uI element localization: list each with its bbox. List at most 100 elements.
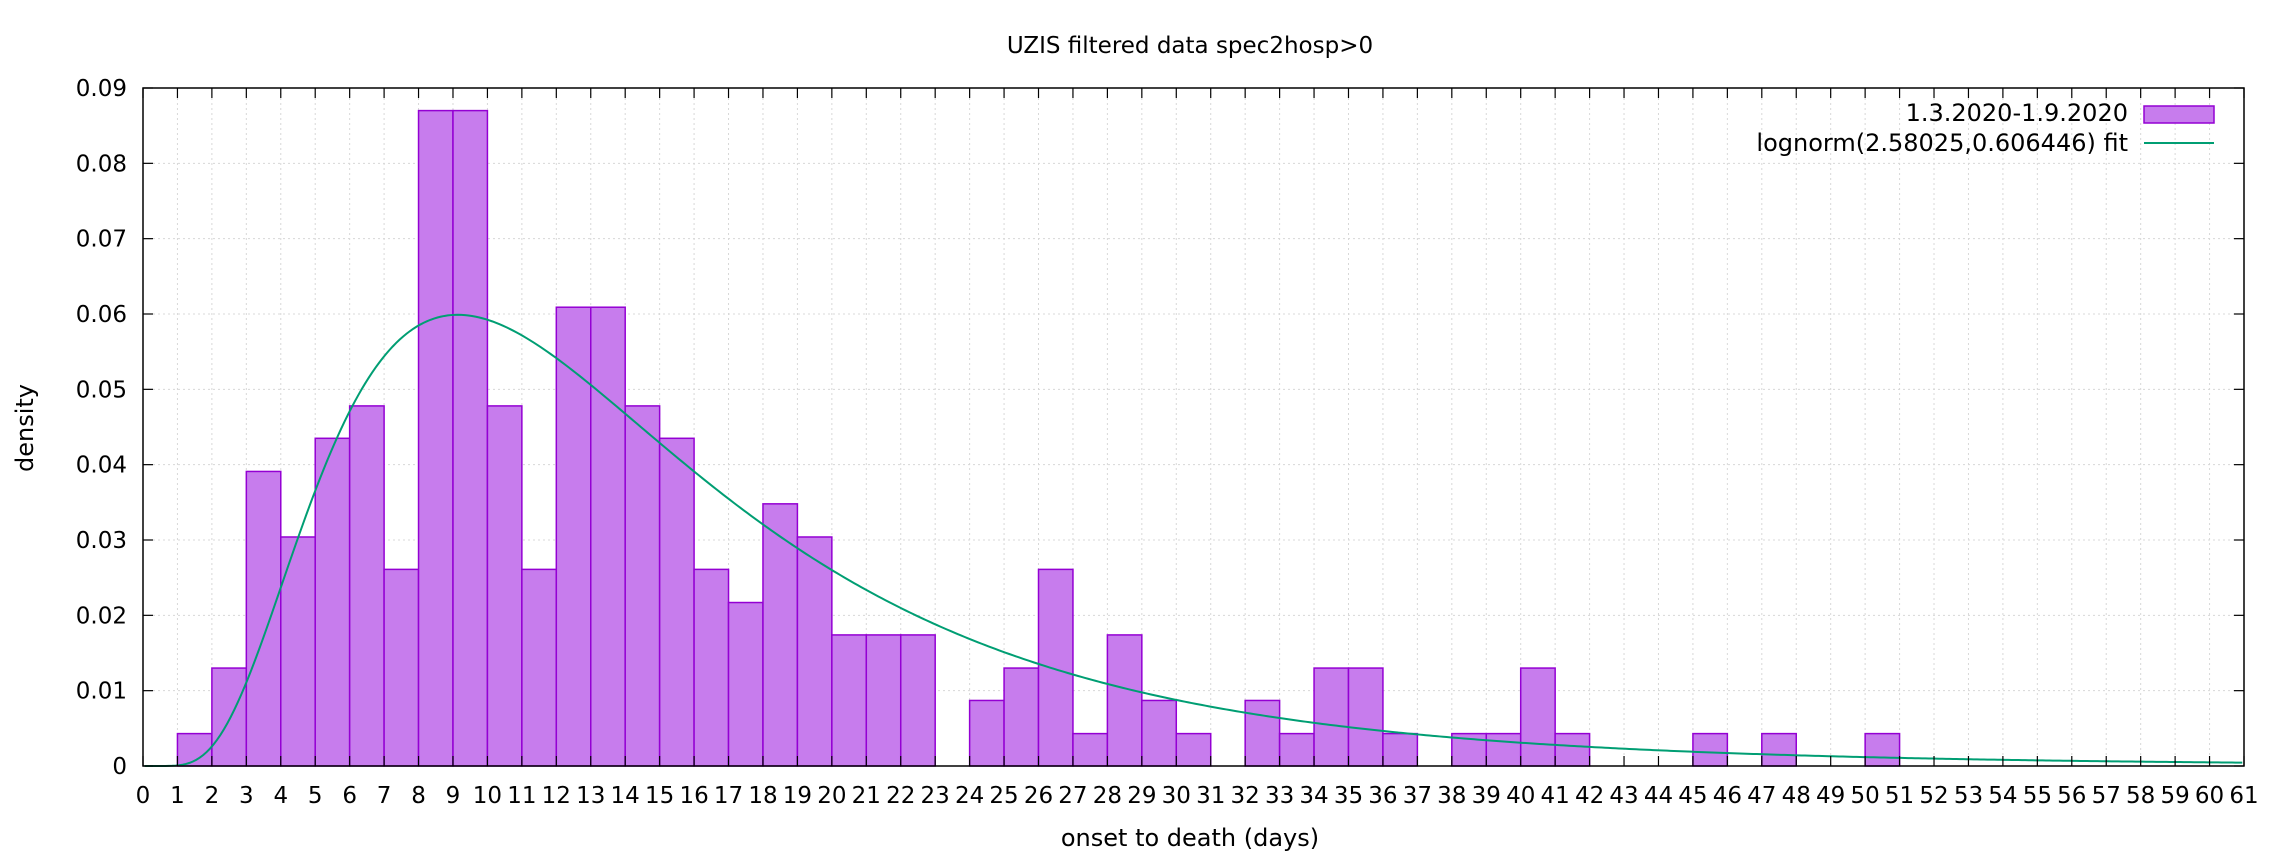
histogram-bar xyxy=(1864,732,1901,767)
histogram-bar xyxy=(1761,732,1797,767)
histogram-bar xyxy=(658,437,695,767)
x-tick-label: 49 xyxy=(1816,783,1845,809)
x-tick-label: 7 xyxy=(377,783,392,809)
x-tick-label: 43 xyxy=(1609,783,1638,809)
x-tick-label: 47 xyxy=(1747,783,1776,809)
histogram-bar xyxy=(452,109,489,767)
x-tick-label: 16 xyxy=(679,783,708,809)
x-tick-label: 3 xyxy=(239,783,254,809)
legend-label-histogram: 1.3.2020-1.9.2020 xyxy=(1906,99,2128,127)
histogram-bar xyxy=(1106,634,1143,767)
x-tick-label: 46 xyxy=(1713,783,1742,809)
histogram-bar xyxy=(899,634,936,767)
histogram-bar xyxy=(1141,699,1178,767)
x-tick-label: 54 xyxy=(1988,783,2017,809)
x-tick-label: 33 xyxy=(1265,783,1294,809)
histogram-bar xyxy=(1278,732,1315,767)
y-tick-label: 0.02 xyxy=(76,603,127,629)
x-tick-label: 13 xyxy=(576,783,605,809)
x-tick-label: 4 xyxy=(273,783,288,809)
x-tick-label: 53 xyxy=(1954,783,1983,809)
chart-title: UZIS filtered data spec2hosp>0 xyxy=(1007,33,1373,59)
x-tick-label: 29 xyxy=(1127,783,1156,809)
y-tick-label: 0.07 xyxy=(76,227,127,253)
lognorm-fit-curve xyxy=(144,313,2243,767)
histogram-bar xyxy=(624,405,661,767)
x-tick-label: 35 xyxy=(1334,783,1363,809)
histogram-bar xyxy=(1003,667,1040,767)
histogram-bar xyxy=(1382,732,1419,767)
histogram-bar xyxy=(314,437,351,767)
histogram-bar xyxy=(693,568,730,767)
x-tick-label: 34 xyxy=(1299,783,1328,809)
x-tick-label: 14 xyxy=(611,783,640,809)
histogram-bar xyxy=(521,568,558,767)
x-tick-label: 9 xyxy=(446,783,461,809)
x-tick-label: 19 xyxy=(783,783,812,809)
histogram-bar xyxy=(865,634,902,767)
x-tick-label: 58 xyxy=(2126,783,2155,809)
x-tick-label: 22 xyxy=(886,783,915,809)
x-tick-label: 32 xyxy=(1231,783,1260,809)
y-tick-label: 0.08 xyxy=(76,151,127,177)
x-tick-label: 21 xyxy=(852,783,881,809)
x-tick-label: 56 xyxy=(2057,783,2086,809)
histogram-bar xyxy=(1175,732,1212,767)
x-tick-label: 28 xyxy=(1093,783,1122,809)
axis-ticks xyxy=(142,87,2245,767)
histogram-bar xyxy=(590,306,626,767)
x-tick-label: 27 xyxy=(1058,783,1087,809)
histogram-bar xyxy=(245,470,282,767)
legend-swatch-histogram xyxy=(2143,105,2215,124)
y-tick-label: 0.06 xyxy=(76,302,127,328)
histogram-bar xyxy=(417,109,454,767)
fit-curve-layer xyxy=(144,313,2243,767)
x-tick-label: 48 xyxy=(1782,783,1811,809)
x-tick-label: 12 xyxy=(542,783,571,809)
histogram-bar xyxy=(1037,568,1074,767)
histogram-bar xyxy=(1692,732,1729,767)
x-tick-label: 23 xyxy=(921,783,950,809)
x-tick-label: 18 xyxy=(748,783,777,809)
x-tick-label: 17 xyxy=(714,783,743,809)
histogram-bar xyxy=(1347,667,1384,767)
x-tick-label: 44 xyxy=(1644,783,1673,809)
histogram-bar xyxy=(727,601,764,767)
x-tick-label: 30 xyxy=(1162,783,1191,809)
x-tick-label: 5 xyxy=(308,783,323,809)
histogram-bar xyxy=(796,536,833,767)
x-tick-label: 42 xyxy=(1575,783,1604,809)
x-tick-label: 25 xyxy=(989,783,1018,809)
x-tick-label: 45 xyxy=(1678,783,1707,809)
x-tick-label: 2 xyxy=(205,783,220,809)
histogram-bar xyxy=(968,699,1005,767)
x-tick-label: 24 xyxy=(955,783,984,809)
y-tick-label: 0 xyxy=(112,754,127,780)
x-tick-label: 61 xyxy=(2229,783,2258,809)
x-tick-label: 36 xyxy=(1368,783,1397,809)
x-tick-label: 0 xyxy=(136,783,151,809)
x-tick-label: 39 xyxy=(1472,783,1501,809)
y-axis-label: density xyxy=(11,384,39,472)
histogram-bar xyxy=(211,667,248,767)
x-tick-label: 38 xyxy=(1437,783,1466,809)
x-tick-label: 11 xyxy=(507,783,536,809)
histogram-bar xyxy=(1072,732,1109,767)
histogram-bar xyxy=(383,568,420,767)
x-tick-labels: 0 1 2 3 4 5 6 7 8 9 10 11 12 13 14 15 16 17 18 19 20 21 22 23 24… xyxy=(136,783,2259,809)
x-tick-label: 41 xyxy=(1541,783,1570,809)
histogram-bar xyxy=(831,634,868,767)
x-tick-label: 37 xyxy=(1403,783,1432,809)
histogram-bar xyxy=(1485,732,1522,767)
histogram-bar xyxy=(762,503,799,767)
legend-label-fit: lognorm(2.58025,0.606446) fit xyxy=(1756,129,2128,157)
legend: 1.3.2020-1.9.2020 lognorm(2.58025,0.6064… xyxy=(1756,99,2215,157)
x-tick-label: 10 xyxy=(473,783,502,809)
x-tick-label: 55 xyxy=(2023,783,2052,809)
histogram-bar xyxy=(1554,732,1591,767)
y-tick-label: 0.04 xyxy=(76,453,127,479)
histogram-bar xyxy=(555,306,592,767)
x-tick-label: 1 xyxy=(170,783,185,809)
x-tick-label: 57 xyxy=(2092,783,2121,809)
